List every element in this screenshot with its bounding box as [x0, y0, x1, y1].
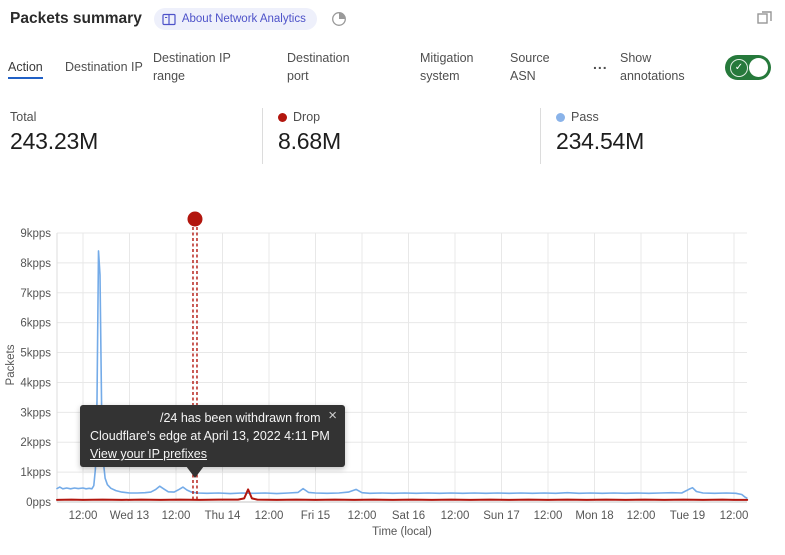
- y-tick-label: 1kpps: [20, 467, 51, 479]
- y-tick-label: 3kpps: [20, 407, 51, 419]
- divider: [262, 108, 263, 164]
- stat-total: Total 243.23M: [10, 110, 98, 155]
- pass-legend-dot: [556, 112, 565, 122]
- stat-drop: Drop 8.68M: [278, 110, 341, 155]
- tooltip-line1: /24 has been withdrawn from: [160, 411, 321, 425]
- tab-destination-ip[interactable]: Destination IP: [65, 60, 143, 74]
- drop-legend-dot: [278, 112, 287, 122]
- page-title: Packets summary: [10, 10, 142, 27]
- about-network-analytics-badge[interactable]: About Network Analytics: [153, 8, 317, 30]
- stat-total-label: Total: [10, 110, 37, 124]
- y-tick-label: 7kpps: [20, 288, 51, 300]
- tooltip-pointer: [186, 466, 204, 478]
- badge-label: About Network Analytics: [181, 13, 306, 25]
- x-tick-label: Sun 17: [483, 510, 519, 522]
- panel-header: Packets summary About Network Analytics: [0, 0, 785, 38]
- annotations-toggle[interactable]: ✓: [725, 54, 771, 80]
- stats-row: Total 243.23M Drop 8.68M Pass 234.54M: [0, 106, 785, 168]
- x-tick-label: 12:00: [162, 510, 191, 522]
- y-tick-label: 2kpps: [20, 437, 51, 449]
- close-icon[interactable]: ×: [328, 407, 337, 424]
- x-tick-label: Tue 19: [670, 510, 705, 522]
- tab-destination-port[interactable]: Destination port: [287, 51, 350, 83]
- y-axis-title: Packets: [5, 344, 17, 386]
- stat-drop-label: Drop: [293, 110, 321, 124]
- toggle-knob: [749, 57, 768, 77]
- stat-pass-label: Pass: [571, 110, 599, 124]
- y-tick-label: 6kpps: [20, 318, 51, 330]
- tab-destination-ip-range[interactable]: Destination IP range: [153, 51, 231, 83]
- check-icon: ✓: [730, 58, 748, 77]
- annotation-tooltip: × /24 has been withdrawn from Cloudflare…: [80, 405, 345, 467]
- series-line-drop[interactable]: [56, 488, 749, 501]
- x-tick-label: 12:00: [441, 510, 470, 522]
- y-tick-label: 9kpps: [20, 228, 51, 240]
- series-line-pass[interactable]: [56, 250, 748, 499]
- view-ip-prefixes-link[interactable]: View your IP prefixes: [90, 447, 207, 461]
- tooltip-line2: Cloudflare's edge at April 13, 2022 4:11…: [90, 429, 330, 443]
- y-tick-label: 5kpps: [20, 348, 51, 360]
- x-tick-label: Fri 15: [301, 510, 330, 522]
- more-tabs-icon[interactable]: ...: [593, 56, 608, 72]
- x-tick-label: Mon 18: [575, 510, 613, 522]
- tab-action[interactable]: Action: [8, 58, 52, 79]
- x-tick-label: 12:00: [69, 510, 98, 522]
- stat-total-value: 243.23M: [10, 128, 99, 154]
- tab-source-asn[interactable]: Source ASN: [510, 51, 550, 83]
- y-tick-label: 8kpps: [20, 258, 51, 270]
- y-tick-label: 0pps: [26, 497, 51, 509]
- divider: [540, 108, 541, 164]
- dimension-tabs: Action Destination IP Destination IP ran…: [0, 44, 785, 90]
- x-tick-label: Sat 16: [392, 510, 425, 522]
- show-annotations-label: Show annotations: [620, 51, 685, 83]
- annotation-dot[interactable]: [187, 211, 203, 227]
- x-tick-label: 12:00: [348, 510, 377, 522]
- tab-mitigation-system[interactable]: Mitigation system: [420, 51, 474, 83]
- x-tick-label: 12:00: [255, 510, 284, 522]
- y-tick-label: 4kpps: [20, 377, 51, 389]
- x-axis-title: Time (local): [372, 526, 432, 538]
- x-tick-label: 12:00: [534, 510, 563, 522]
- x-tick-label: 12:00: [720, 510, 749, 522]
- x-tick-label: Thu 14: [205, 510, 241, 522]
- x-tick-label: 12:00: [627, 510, 656, 522]
- stat-drop-value: 8.68M: [278, 128, 341, 154]
- time-period-icon[interactable]: [331, 11, 347, 27]
- stat-pass-value: 234.54M: [556, 128, 645, 154]
- stat-pass: Pass 234.54M: [556, 110, 644, 155]
- expand-icon[interactable]: [756, 8, 773, 30]
- book-icon: [162, 13, 176, 26]
- x-tick-label: Wed 13: [110, 510, 149, 522]
